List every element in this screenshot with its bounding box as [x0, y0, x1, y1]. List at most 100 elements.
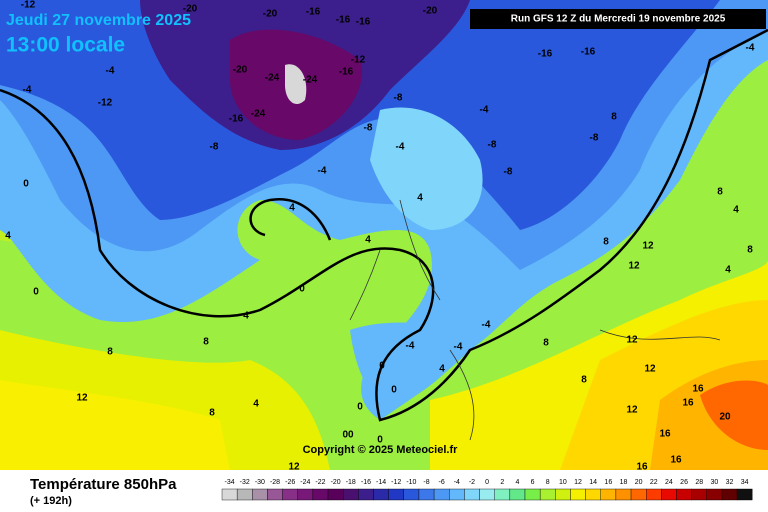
contour-label: -4 [23, 85, 32, 96]
scale-swatch [676, 488, 692, 501]
scale-swatch [600, 488, 617, 501]
contour-label: -4 [318, 166, 327, 177]
scale-label: 2 [500, 479, 504, 486]
scale-swatch [630, 488, 647, 501]
contour-label: 8 [203, 337, 209, 348]
contour-label: -4 [482, 320, 491, 331]
contour-label: -4 [480, 105, 489, 116]
contour-label: 0 [377, 435, 383, 446]
zero-isotherm [0, 28, 768, 422]
scale-label: -10 [406, 479, 416, 486]
scale-swatch [358, 488, 374, 501]
scale-swatch [509, 488, 526, 501]
scale-label: 8 [546, 479, 550, 486]
contour-label: -4 [106, 66, 115, 77]
scale-label: 14 [589, 479, 597, 486]
contour-label: 12 [644, 364, 656, 375]
contour-labels: -12 -20 -20 -16 -16 -16 -20 -16 -16 -4 -4 -4 -12 -20 -… [5, 0, 755, 473]
scale-swatch [267, 488, 283, 501]
contour-label: 8 [603, 237, 609, 248]
scale-label: -22 [315, 479, 325, 486]
contour-label: -8 [394, 93, 403, 104]
contour-label: -8 [364, 123, 373, 134]
contour-label: 0 [357, 402, 363, 413]
scale-swatch [736, 488, 753, 501]
scale-swatch [646, 488, 662, 501]
contour-label: 8 [107, 347, 113, 358]
scale-swatch [373, 488, 389, 501]
contour-label: 20 [719, 412, 731, 423]
contour-label: 0 [23, 179, 29, 190]
scale-swatch [236, 488, 253, 501]
forecast-date: Jeudi 27 novembre 2025 [6, 12, 191, 29]
contour-label: 16 [692, 384, 704, 395]
scale-label: -34 [225, 479, 235, 486]
scale-swatch [297, 488, 314, 501]
contour-label: -16 [336, 15, 351, 26]
scale-swatch [585, 488, 601, 501]
scale-swatch [312, 488, 329, 501]
contour-label: 8 [581, 375, 587, 386]
scale-label: -4 [454, 479, 460, 486]
forecast-time: 13:00 locale [6, 34, 125, 57]
scale-label: 10 [559, 479, 567, 486]
contour-label: 0 [33, 287, 39, 298]
scale-label: 34 [741, 479, 749, 486]
scale-label: 22 [650, 479, 658, 486]
contour-label: -4 [396, 142, 405, 153]
contour-label: -4 [454, 342, 463, 353]
scale-label: 12 [574, 479, 582, 486]
scale-swatch [691, 488, 708, 501]
scale-label: -16 [361, 479, 371, 486]
scale-label: -14 [376, 479, 386, 486]
scale-label: -20 [331, 479, 341, 486]
contour-label: -8 [590, 133, 599, 144]
scale-label: -30 [255, 479, 265, 486]
contour-label: 4 [243, 311, 249, 322]
scale-label: -8 [423, 479, 429, 486]
scale-label: 26 [680, 479, 688, 486]
scale-swatch [524, 488, 541, 501]
contour-label: 12 [626, 335, 638, 346]
scale-label: -32 [240, 479, 250, 486]
contour-label: 8 [747, 245, 753, 256]
scale-swatch [433, 488, 450, 501]
coastline [349, 199, 721, 441]
scale-label: -26 [285, 479, 295, 486]
run-box [470, 9, 766, 29]
copyright: Copyright © 2025 Meteociel.fr [303, 444, 459, 456]
contour-label: 4 [439, 364, 445, 375]
contour-label: -16 [229, 114, 244, 125]
contour-label: -20 [183, 4, 198, 15]
scale-label: 18 [620, 479, 628, 486]
scale-label: -28 [270, 479, 280, 486]
contour-label: 00 [342, 430, 354, 441]
scale-swatch [449, 488, 465, 501]
scale-swatch [282, 488, 298, 501]
contour-label: -24 [251, 109, 266, 120]
scale-swatch [721, 488, 738, 501]
scale-swatch [661, 488, 677, 501]
contour-label: -8 [210, 142, 219, 153]
scale-swatch [615, 488, 632, 501]
scale-label: 24 [665, 479, 673, 486]
contour-label: 8 [209, 408, 215, 419]
contour-label: 4 [253, 399, 259, 410]
scale-label: 20 [635, 479, 643, 486]
contour-label: 4 [733, 205, 739, 216]
scale-label: 4 [515, 479, 519, 486]
scale-label: 6 [531, 479, 535, 486]
scale-swatch [706, 488, 723, 501]
run-info: Run GFS 12 Z du Mercredi 19 novembre 202… [511, 14, 726, 25]
contour-label: -20 [423, 6, 438, 17]
contour-label: 16 [659, 429, 671, 440]
contour-label: 4 [365, 235, 371, 246]
contour-label: 8 [717, 187, 723, 198]
scale-label: -24 [300, 479, 310, 486]
scale-swatch [388, 488, 404, 501]
scale-label: -12 [391, 479, 401, 486]
field-title: Température 850hPa [30, 476, 177, 493]
scale-swatch [327, 488, 344, 501]
scale-swatch [252, 488, 268, 501]
